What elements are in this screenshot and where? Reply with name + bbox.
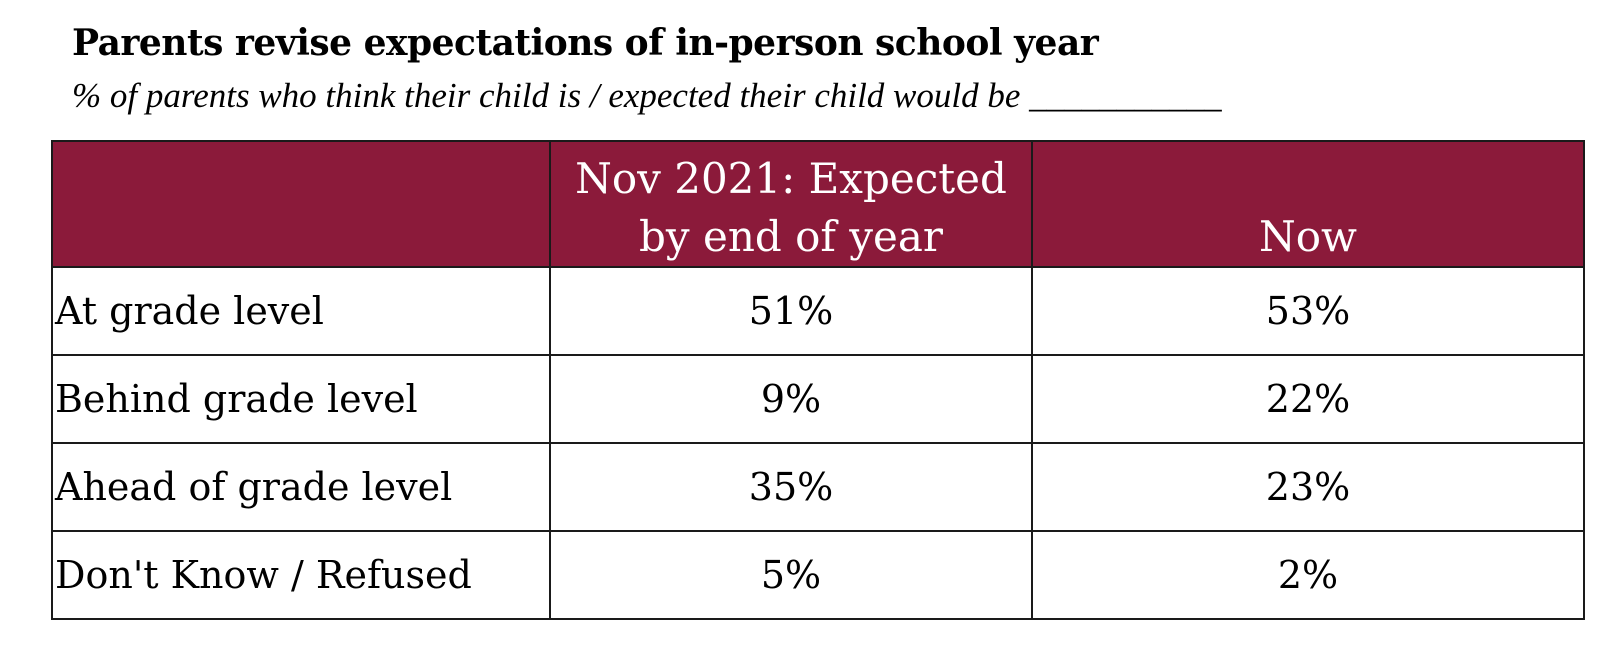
table-row: Ahead of grade level 35% 23% — [51, 442, 1585, 532]
cell-now-at-grade-level: 53% — [1031, 266, 1585, 356]
header-cell-blank — [51, 140, 551, 268]
row-label-behind-grade-level: Behind grade level — [51, 354, 551, 444]
cell-nov-2021-ahead-of-grade-level: 35% — [549, 442, 1033, 532]
table-row: Don't Know / Refused 5% 2% — [51, 530, 1585, 620]
cell-now-dont-know-refused: 2% — [1031, 530, 1585, 620]
header-nov-2021-line-1: Nov 2021: Expected — [575, 154, 1007, 203]
chart-subtitle: % of parents who think their child is / … — [72, 76, 1222, 115]
chart-title: Parents revise expectations of in-person… — [72, 22, 1099, 64]
table-body: At grade level 51% 53% Behind grade leve… — [51, 266, 1585, 620]
cell-now-behind-grade-level: 22% — [1031, 354, 1585, 444]
header-now-label: Now — [1259, 212, 1357, 261]
row-label-ahead-of-grade-level: Ahead of grade level — [51, 442, 551, 532]
header-cell-nov-2021: Nov 2021: Expected by end of year — [549, 140, 1033, 268]
row-label-at-grade-level: At grade level — [51, 266, 551, 356]
table-row: At grade level 51% 53% — [51, 266, 1585, 356]
cell-now-ahead-of-grade-level: 23% — [1031, 442, 1585, 532]
header-nov-2021-line-2: by end of year — [639, 212, 943, 261]
table-row: Behind grade level 9% 22% — [51, 354, 1585, 444]
cell-nov-2021-dont-know-refused: 5% — [549, 530, 1033, 620]
header-cell-now: Now — [1031, 140, 1585, 268]
data-table: Nov 2021: Expected by end of year Now At… — [51, 140, 1585, 620]
header-row: Nov 2021: Expected by end of year Now — [51, 140, 1585, 268]
cell-nov-2021-behind-grade-level: 9% — [549, 354, 1033, 444]
table-header: Nov 2021: Expected by end of year Now — [51, 140, 1585, 268]
row-label-dont-know-refused: Don't Know / Refused — [51, 530, 551, 620]
cell-nov-2021-at-grade-level: 51% — [549, 266, 1033, 356]
